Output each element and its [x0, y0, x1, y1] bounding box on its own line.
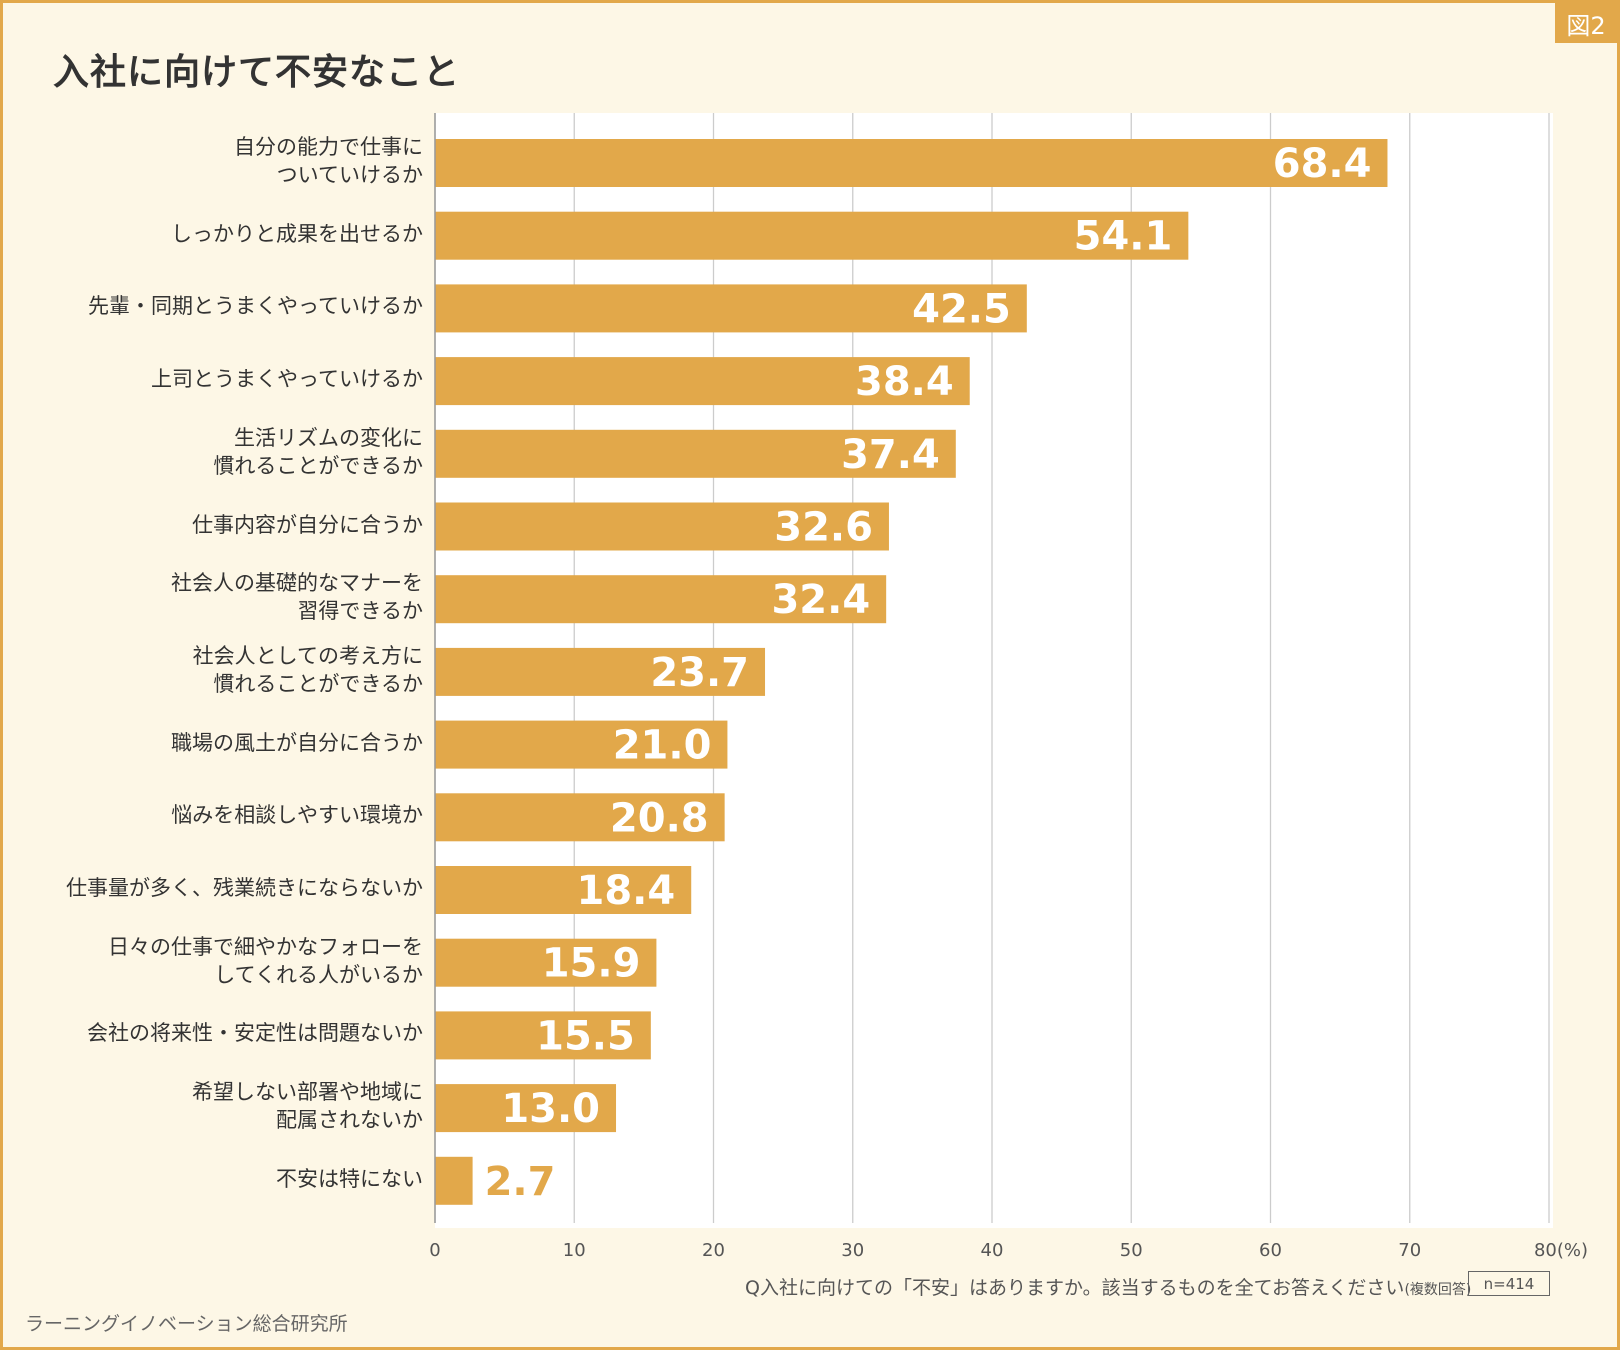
category-label: 悩みを相談しやすい環境か [171, 803, 423, 828]
bar [435, 720, 728, 769]
category-label: 自分の能力で仕事に ついていけるか [234, 135, 423, 187]
x-tick-label: 60 [1259, 1240, 1282, 1261]
source-credit: ラーニングイノベーション総合研究所 [25, 1313, 348, 1335]
question-note: (複数回答) [1404, 1282, 1472, 1298]
bar [435, 502, 889, 551]
category-label: 会社の将来性・安定性は問題ないか [87, 1021, 423, 1046]
category-label: 社会人としての考え方に 慣れることができるか [192, 643, 423, 696]
bar [435, 938, 657, 987]
figure-frame: 図2 入社に向けて不安なこと 0 10 20 30 40 50 60 70 80(%) 68.4 5… [3, 3, 1617, 1347]
category-label: 生活リズムの変化に 慣れることができるか [213, 425, 423, 478]
data-label: 54.1 [1074, 214, 1173, 260]
category-label: しっかりと成果を出せるか [171, 221, 423, 246]
x-tick-label: 10 [563, 1240, 586, 1261]
chart-title: 入社に向けて不安なこと [53, 52, 461, 93]
x-tick-label: 20 [702, 1240, 725, 1261]
data-label: 15.9 [542, 941, 641, 987]
bar [435, 1084, 617, 1133]
category-label: 仕事内容が自分に合うか [192, 512, 423, 537]
x-tick-label: 40 [981, 1240, 1004, 1261]
survey-question: Q入社に向けての「不安」はありますか。該当するものを全てお答えください(複数回答… [745, 1273, 1471, 1300]
x-tick-label: 50 [1120, 1240, 1143, 1261]
bar [435, 357, 970, 406]
category-label: 上司とうまくやっていけるか [151, 367, 423, 392]
figure-badge: 図2 [1555, 3, 1617, 43]
bar [435, 1156, 473, 1205]
category-label: 仕事量が多く、残業続きにならないか [66, 876, 423, 900]
data-label: 15.5 [536, 1013, 635, 1059]
bar-chart: 0 10 20 30 40 50 60 70 80(%) 68.4 54.1 42.5 38.4 37.4… [429, 113, 1588, 1261]
bar [435, 429, 956, 478]
bar [435, 866, 692, 914]
category-label: 職場の風土が自分に合うか [171, 730, 423, 755]
data-label: 68.4 [1273, 141, 1372, 187]
category-label: 希望しない部署や地域に 配属されないか [192, 1080, 423, 1133]
data-label: 2.7 [485, 1159, 556, 1205]
data-label: 32.6 [774, 505, 873, 551]
bar [435, 575, 887, 624]
x-tick-label: 80(%) [1534, 1240, 1588, 1261]
data-label: 23.7 [650, 650, 749, 696]
question-text: Q入社に向けての「不安」はありますか。該当するものを全てお答えください [745, 1277, 1405, 1299]
data-label: 38.4 [855, 359, 954, 405]
category-label: 先輩・同期とうまくやっていけるか [88, 294, 423, 319]
data-label: 21.0 [613, 723, 712, 769]
bar [435, 647, 766, 696]
data-label: 18.4 [577, 868, 676, 914]
data-label: 13.0 [501, 1086, 600, 1132]
sample-size-box: n=414 [1468, 1271, 1550, 1296]
bar [435, 1011, 651, 1060]
bar [435, 793, 725, 842]
data-label: 20.8 [610, 795, 709, 841]
data-label: 42.5 [912, 286, 1011, 332]
data-label: 32.4 [771, 577, 870, 623]
bar [435, 139, 1388, 187]
category-label: 社会人の基礎的なマナーを 習得できるか [171, 571, 423, 624]
x-tick-label: 70 [1398, 1240, 1421, 1261]
bar [435, 284, 1027, 333]
category-label: 日々の仕事で細やかなフォローを してくれる人がいるか [108, 934, 423, 987]
data-label: 37.4 [841, 432, 940, 478]
x-tick-label: 30 [841, 1240, 864, 1261]
bar [435, 211, 1189, 260]
category-label: 不安は特にない [276, 1166, 423, 1191]
x-tick-label: 0 [429, 1240, 440, 1261]
